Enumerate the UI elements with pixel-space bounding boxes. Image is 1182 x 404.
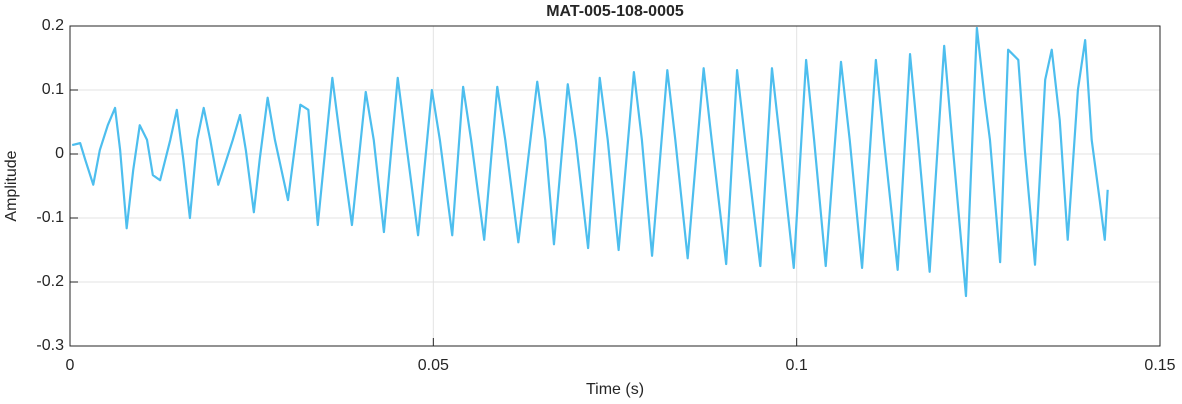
x-tick-label: 0 (66, 357, 75, 374)
y-tick-label: -0.3 (36, 337, 64, 354)
x-tick-label: 0.15 (1144, 357, 1175, 374)
y-tick-label: 0.1 (42, 81, 64, 98)
x-tick-label: 0.05 (418, 357, 449, 374)
y-tick-label: -0.2 (36, 273, 64, 290)
y-tick-label: 0 (55, 145, 64, 162)
waveform-line (71, 26, 1109, 298)
axes-box (69, 25, 1161, 347)
y-axis-label: Amplitude (3, 150, 20, 221)
chart-title: MAT-005-108-0005 (546, 3, 684, 20)
y-tick-label: -0.1 (36, 209, 64, 226)
x-axis-label: Time (s) (586, 381, 644, 398)
plot-area (70, 26, 1160, 346)
x-tick-label: 0.1 (786, 357, 808, 374)
y-tick-label: 0.2 (42, 17, 64, 34)
